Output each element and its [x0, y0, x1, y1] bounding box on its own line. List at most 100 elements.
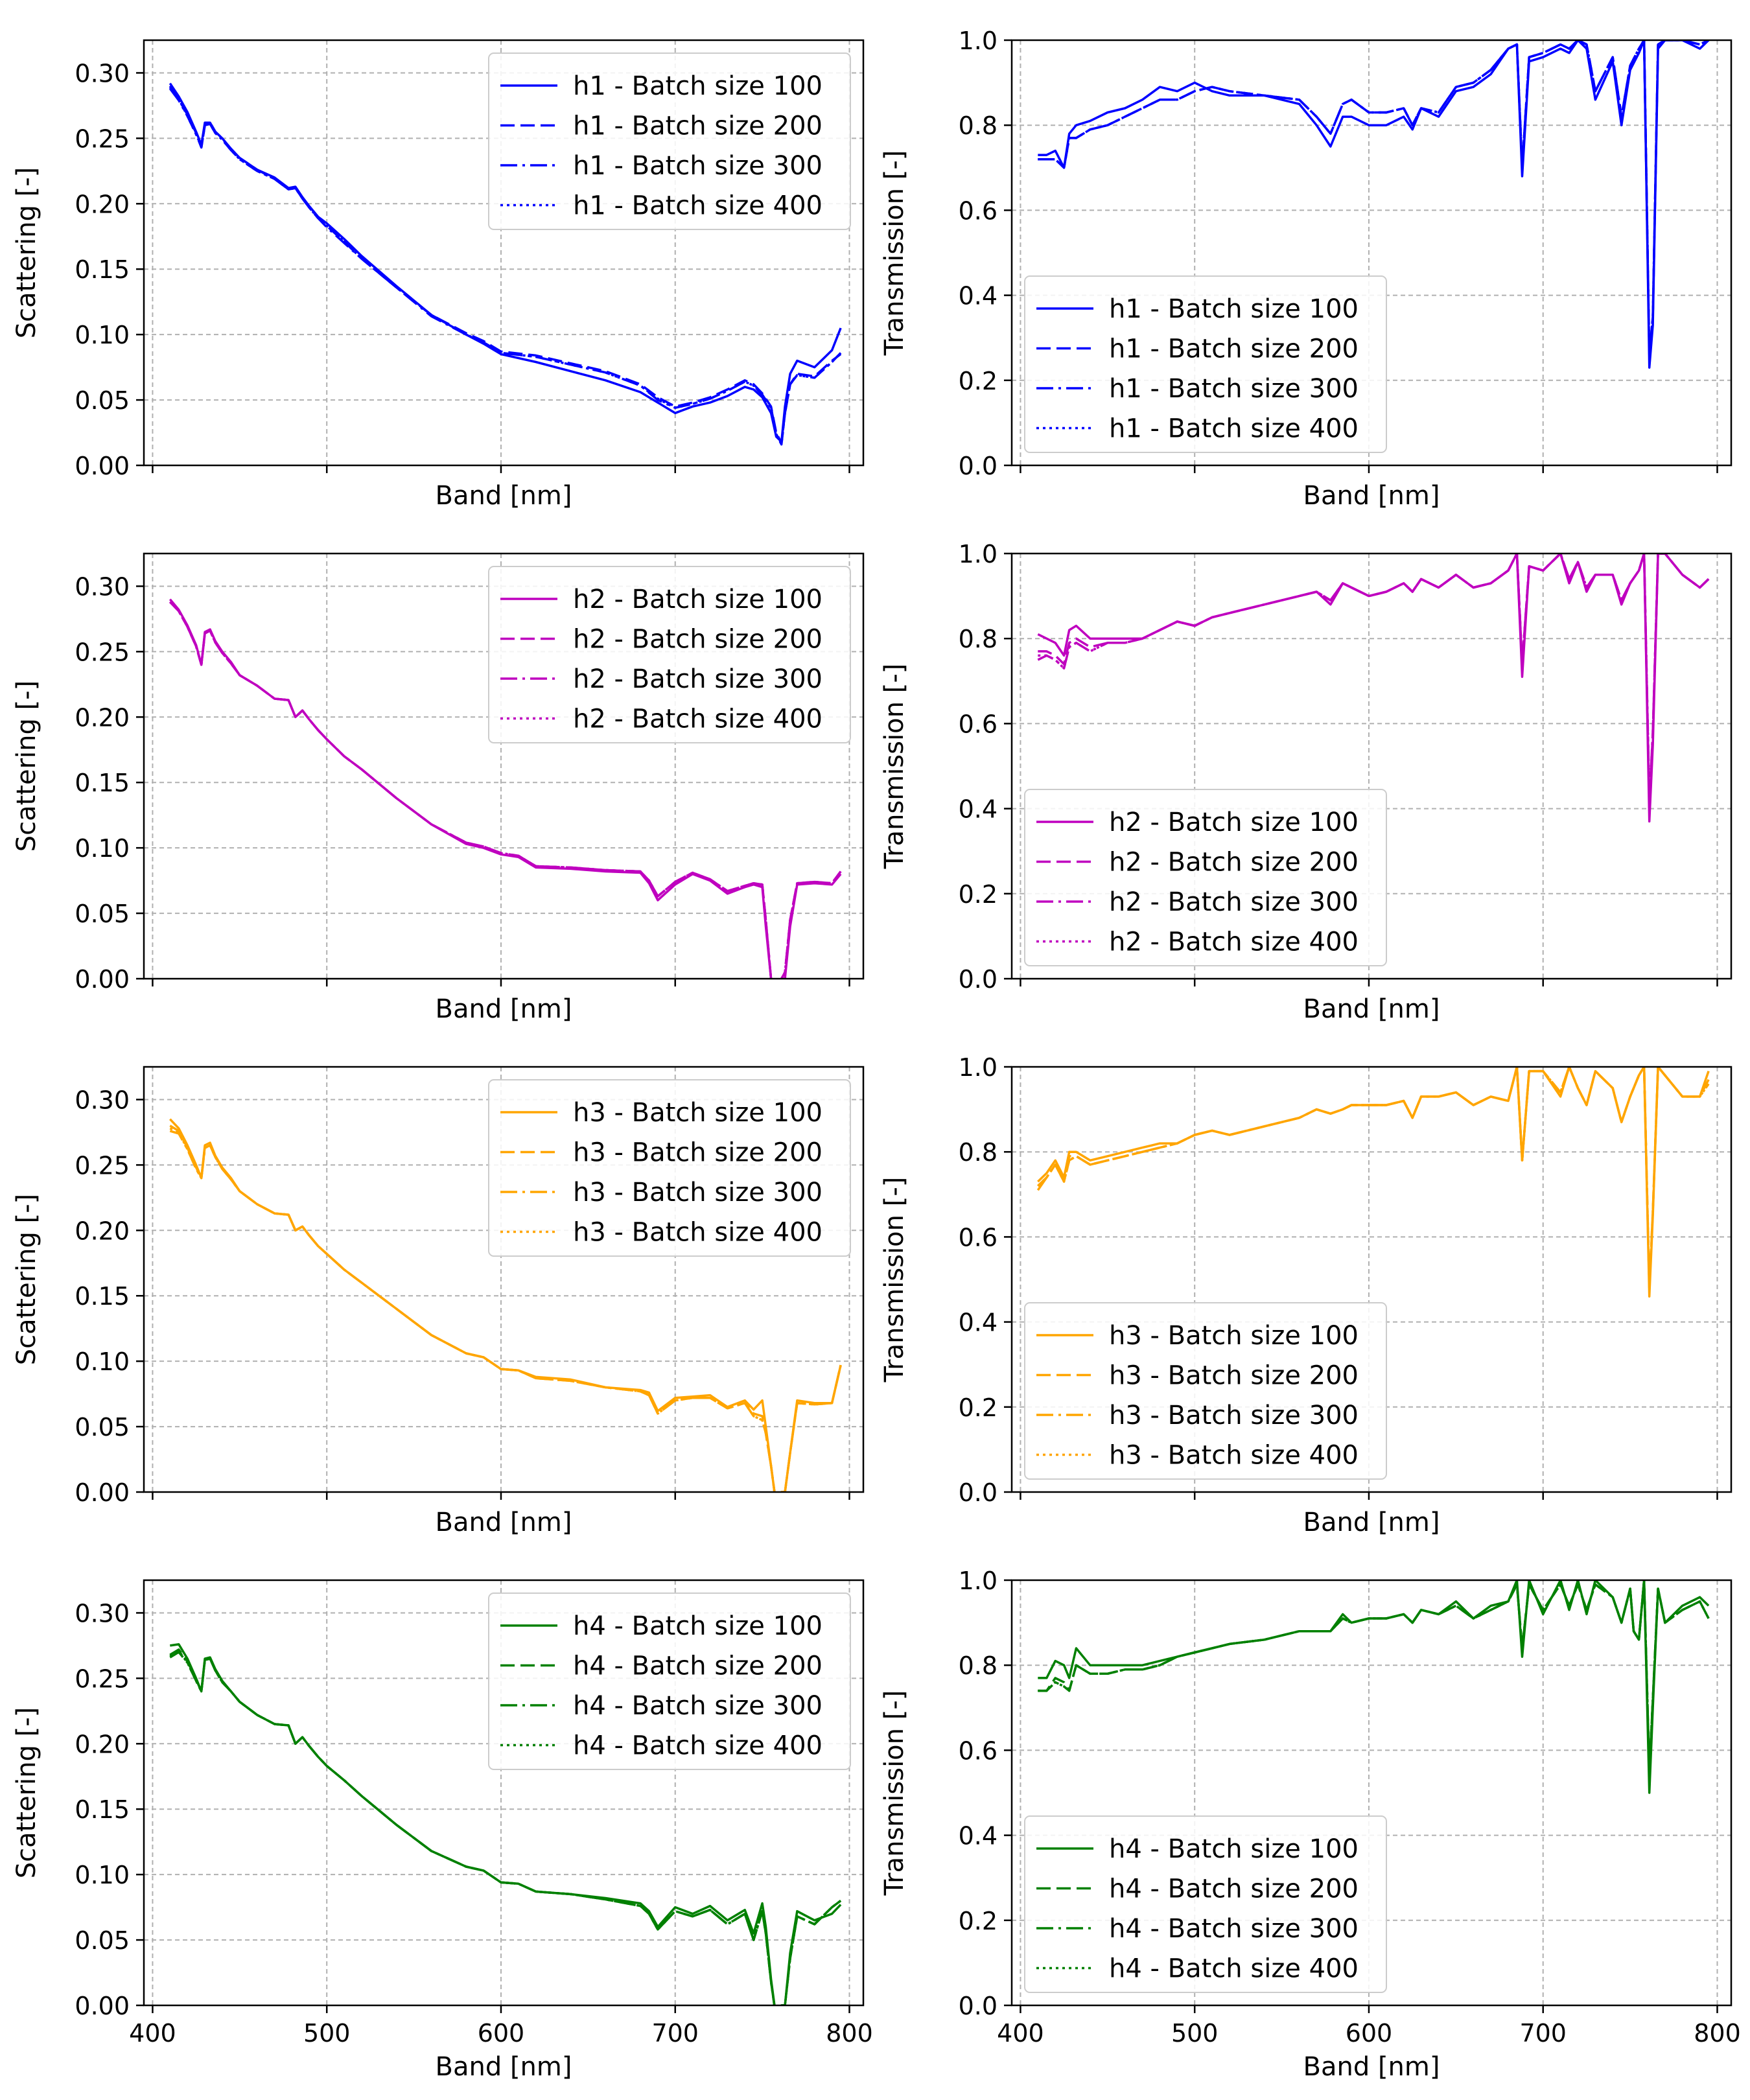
- axes-frame: [1010, 1066, 1732, 1493]
- series-line-1: [1038, 40, 1710, 369]
- y-tick-label: 0.8: [959, 625, 998, 653]
- legend-label-2: h1 - Batch size 200: [573, 111, 822, 141]
- legend: h2 - Batch size 100 h2 - Batch size 200 h2…: [488, 566, 851, 743]
- y-tick-label: 1.0: [959, 540, 998, 568]
- y-tick-label: 1.0: [959, 1567, 998, 1595]
- y-tick-label: 0.2: [959, 1394, 998, 1422]
- x-axis-label: Band [nm]: [1303, 1508, 1440, 1537]
- y-tick-label: 0.6: [959, 1736, 998, 1765]
- y-axis-label: Scattering [-]: [12, 167, 41, 339]
- legend-label-4: h4 - Batch size 400: [1109, 1954, 1359, 1984]
- y-tick-label: 0.05: [75, 1413, 130, 1441]
- y-axis-label: Scattering [-]: [12, 1194, 41, 1366]
- y-tick-label: 0.00: [75, 965, 130, 994]
- legend-box: [1024, 1302, 1387, 1480]
- x-axis-label: Band [nm]: [436, 2052, 572, 2082]
- x-tick-label: 600: [1346, 2019, 1393, 2048]
- x-tick-label: 700: [651, 2019, 699, 2048]
- y-tick-label: 0.0: [959, 1992, 998, 2020]
- x-axis-label: Band [nm]: [436, 1508, 572, 1537]
- y-tick-label: 0.10: [75, 1861, 130, 1889]
- y-axis-label: Transmission [-]: [880, 664, 909, 870]
- y-tick-label: 0.20: [75, 703, 130, 732]
- y-tick-label: 0.4: [959, 282, 998, 310]
- series-line-4: [1038, 1580, 1710, 1773]
- legend-label-1: h2 - Batch size 100: [1109, 808, 1359, 837]
- y-tick-label: 0.0: [959, 965, 998, 994]
- y-tick-label: 0.30: [75, 59, 130, 88]
- series-group: [1038, 1580, 1710, 1794]
- legend-label-2: h4 - Batch size 200: [1109, 1874, 1359, 1904]
- legend-label-3: h1 - Batch size 300: [573, 151, 822, 181]
- y-tick-label: 0.0: [959, 1478, 998, 1507]
- y-tick-label: 0.25: [75, 1151, 130, 1180]
- y-tick-label: 0.20: [75, 1217, 130, 1245]
- y-tick-label: 0.8: [959, 1651, 998, 1680]
- y-tick-label: 0.00: [75, 452, 130, 480]
- legend-label-4: h2 - Batch size 400: [573, 705, 822, 734]
- series-line-1: [1037, 554, 1710, 823]
- series-group: [1038, 40, 1710, 369]
- legend-label-4: h1 - Batch size 400: [1109, 414, 1359, 444]
- y-tick-label: 1.0: [959, 1053, 998, 1082]
- legend-label-4: h3 - Batch size 400: [573, 1218, 822, 1248]
- axes-frame: [143, 1579, 865, 2007]
- y-tick-label: 0.05: [75, 1926, 130, 1955]
- x-tick-label: 500: [1171, 2019, 1219, 2048]
- series-group: [169, 1643, 842, 2005]
- x-tick-label: 400: [129, 2019, 176, 2048]
- y-tick-label: 0.05: [75, 386, 130, 415]
- y-tick-label: 0.00: [75, 1992, 130, 2020]
- x-tick-label: 500: [303, 2019, 351, 2048]
- y-axis-label: Scattering [-]: [12, 681, 41, 852]
- y-tick-label: 0.05: [75, 900, 130, 928]
- series-line-4: [1038, 40, 1709, 356]
- legend: h4 - Batch size 100 h4 - Batch size 200 h4…: [488, 1592, 851, 1770]
- legend: h3 - Batch size 100 h3 - Batch size 200 h3…: [488, 1079, 851, 1257]
- series-line-3: [1038, 1580, 1710, 1773]
- legend-label-4: h4 - Batch size 400: [573, 1731, 822, 1761]
- x-axis-label: Band [nm]: [436, 481, 572, 511]
- legend-label-1: h4 - Batch size 100: [573, 1611, 822, 1641]
- legend-label-4: h1 - Batch size 400: [573, 191, 822, 221]
- legend-box: [488, 52, 851, 230]
- y-tick-label: 0.30: [75, 1086, 130, 1114]
- panel-h2-scattering: 0.00 0.05 0.10 0.15 0.20 0.25 0.30 Band [nm] Sca…: [12, 552, 865, 1024]
- series-group: [1036, 1067, 1710, 1298]
- axes-frame: [143, 1066, 865, 1493]
- y-axis-label: Transmission [-]: [880, 150, 909, 356]
- series-group: [169, 82, 842, 446]
- legend-box: [488, 1079, 851, 1257]
- axes-frame: [143, 552, 865, 980]
- legend-label-3: h2 - Batch size 300: [573, 664, 822, 694]
- x-axis-label: Band [nm]: [436, 994, 572, 1024]
- y-tick-label: 0.4: [959, 1822, 998, 1850]
- panel-h3-scattering: 0.00 0.05 0.10 0.15 0.20 0.25 0.30 Band [nm] Sca…: [12, 1066, 865, 1537]
- legend-box: [1024, 1815, 1387, 1993]
- x-axis-label: Band [nm]: [1303, 481, 1440, 511]
- series-line-3: [1036, 1067, 1710, 1289]
- y-tick-label: 0.15: [75, 769, 130, 797]
- legend-box: [488, 1592, 851, 1770]
- series-group: [169, 1118, 842, 1492]
- y-tick-label: 0.4: [959, 795, 998, 824]
- y-tick-label: 0.8: [959, 1138, 998, 1167]
- series-line-4: [1038, 554, 1710, 802]
- legend-label-3: h4 - Batch size 300: [1109, 1914, 1359, 1944]
- legend-label-3: h4 - Batch size 300: [573, 1691, 822, 1721]
- series-line-4: [1037, 1067, 1710, 1289]
- y-tick-label: 0.15: [75, 1282, 130, 1311]
- series-line-4: [169, 601, 842, 979]
- y-tick-label: 0.2: [959, 367, 998, 395]
- series-line-4: [169, 1127, 842, 1492]
- series-line-2: [1038, 1580, 1710, 1773]
- y-tick-label: 0.25: [75, 638, 130, 666]
- x-axis-label: Band [nm]: [1303, 2052, 1440, 2082]
- legend-label-1: h1 - Batch size 100: [1109, 294, 1359, 324]
- y-axis-label: Scattering [-]: [12, 1707, 41, 1879]
- y-tick-label: 0.4: [959, 1309, 998, 1337]
- y-axis-label: Transmission [-]: [880, 1177, 909, 1383]
- legend-label-2: h3 - Batch size 200: [1109, 1361, 1359, 1391]
- y-tick-label: 0.25: [75, 1664, 130, 1693]
- panel-h4-scattering: 0.00 0.05 0.10 0.15 0.20 0.25 0.30 400 500 600 700…: [12, 1579, 873, 2082]
